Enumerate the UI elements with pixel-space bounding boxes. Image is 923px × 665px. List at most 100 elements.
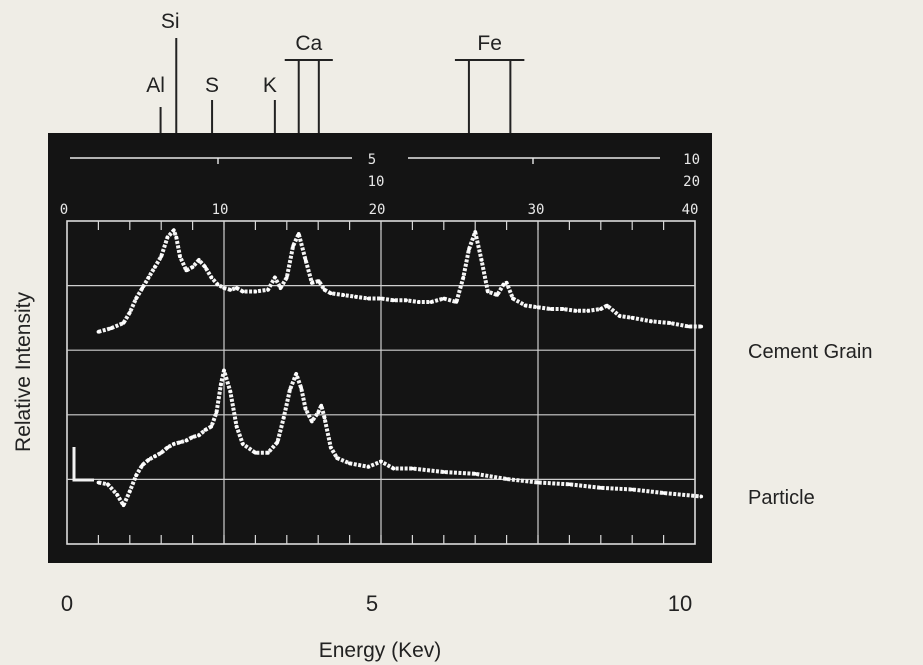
series-1-point-21 <box>228 389 233 394</box>
scope-scale-row1-mid: 5 <box>368 152 376 168</box>
series-0-point-52 <box>504 281 509 285</box>
series-0-point-61 <box>605 303 609 308</box>
series-0-point-62 <box>617 314 622 318</box>
series-1-point-1 <box>106 482 110 487</box>
series-1-point-6 <box>140 463 145 467</box>
series-0-point-43 <box>442 296 446 301</box>
marker-label-Ca: Ca <box>295 32 322 55</box>
series-1-point-7 <box>146 458 151 462</box>
series-line-1 <box>98 368 702 508</box>
series-1-point-23 <box>241 442 245 446</box>
series-0-point-4 <box>134 296 138 301</box>
series-0-point-39 <box>391 298 396 303</box>
series-0-point-60 <box>599 307 603 311</box>
series-1-point-41 <box>391 466 396 471</box>
series-1-point-28 <box>288 388 292 392</box>
series-0-point-23 <box>253 289 258 294</box>
series-1-point-10 <box>165 445 170 450</box>
series-1-point-29 <box>294 372 299 376</box>
marker-label-Al: Al <box>146 74 165 97</box>
series-0-point-47 <box>473 230 478 234</box>
series-1-point-2 <box>115 493 119 497</box>
series-0-point-1 <box>109 326 113 331</box>
scope-panel <box>48 133 712 563</box>
series-1-point-15 <box>197 433 201 438</box>
series-1-point-46 <box>536 480 540 485</box>
series-1-point-51 <box>699 494 704 499</box>
series-0-point-38 <box>379 296 383 301</box>
series-1-point-25 <box>266 451 270 455</box>
series-0-point-31 <box>310 281 314 285</box>
scope-scale-row3-40: 40 <box>682 202 699 218</box>
series-1-point-32 <box>310 419 314 424</box>
series-0-point-20 <box>228 288 233 292</box>
series-0-point-24 <box>266 288 270 292</box>
series-0-point-28 <box>291 244 295 248</box>
series-1-point-16 <box>203 428 207 432</box>
series-0-point-49 <box>486 289 490 294</box>
scope-scale-row3-20: 20 <box>369 202 386 218</box>
series-0-point-3 <box>128 310 132 315</box>
series-1-point-37 <box>335 456 339 460</box>
series-0-point-13 <box>184 268 189 273</box>
series-label-particle: Particle <box>748 487 815 509</box>
series-0-point-8 <box>159 254 163 259</box>
series-0-point-6 <box>146 275 151 280</box>
series-1-point-48 <box>599 486 603 490</box>
scope-scale-row3-0: 0 <box>60 202 68 218</box>
series-0-point-33 <box>322 288 327 292</box>
series-0-point-40 <box>404 298 408 303</box>
series-1-point-38 <box>347 461 352 466</box>
series-1-point-47 <box>567 482 572 487</box>
series-0-point-19 <box>222 286 226 290</box>
series-0-point-22 <box>241 289 245 294</box>
series-0-point-25 <box>273 275 277 280</box>
series-1-point-9 <box>159 451 163 455</box>
scope-scale-row2-mid: 10 <box>368 174 385 190</box>
series-0-point-27 <box>285 275 289 280</box>
series-0-point-51 <box>501 282 506 287</box>
series-0-point-21 <box>234 286 239 290</box>
series-1-point-13 <box>184 438 189 443</box>
series-0-point-34 <box>329 291 333 296</box>
series-1-point-34 <box>319 403 324 408</box>
series-0-point-55 <box>536 305 540 310</box>
series-0-point-14 <box>190 265 195 269</box>
series-0-point-64 <box>649 319 653 324</box>
series-0-point-48 <box>479 258 484 262</box>
series-1-point-11 <box>172 442 176 446</box>
x-tick-label-10: 10 <box>668 591 692 616</box>
x-tick-label-0: 0 <box>61 591 73 616</box>
series-1-point-50 <box>661 491 666 495</box>
series-0-point-41 <box>416 300 421 304</box>
series-1-point-14 <box>190 435 195 439</box>
series-0-point-5 <box>140 286 145 290</box>
series-0-point-12 <box>178 254 182 259</box>
y-axis-title: Relative Intensity <box>12 292 35 452</box>
series-1-point-36 <box>329 445 333 450</box>
series-0-point-36 <box>354 295 358 299</box>
series-1-point-19 <box>219 382 223 387</box>
series-0-point-37 <box>366 296 371 301</box>
series-0-point-44 <box>454 300 459 304</box>
series-0-point-7 <box>153 265 157 269</box>
series-0-point-50 <box>495 293 500 297</box>
series-0-point-16 <box>203 265 207 269</box>
series-1-point-0 <box>96 480 101 485</box>
scope-scale-row3-10: 10 <box>212 202 229 218</box>
series-1-point-45 <box>504 477 509 481</box>
series-1-point-31 <box>303 407 308 411</box>
series-0-point-10 <box>172 228 176 233</box>
series-0-point-26 <box>278 286 283 290</box>
series-label-cement-grain: Cement Grain <box>748 341 873 363</box>
series-0-point-58 <box>573 309 578 313</box>
marker-label-Si: Si <box>161 10 180 33</box>
series-0-point-56 <box>548 307 553 311</box>
series-1-point-26 <box>275 440 280 445</box>
series-0-point-35 <box>341 293 346 297</box>
series-0-point-46 <box>467 247 471 252</box>
series-1-point-30 <box>299 386 304 390</box>
series-0-point-54 <box>523 303 528 308</box>
series-1-point-8 <box>153 454 157 459</box>
series-0-point-15 <box>197 258 201 262</box>
